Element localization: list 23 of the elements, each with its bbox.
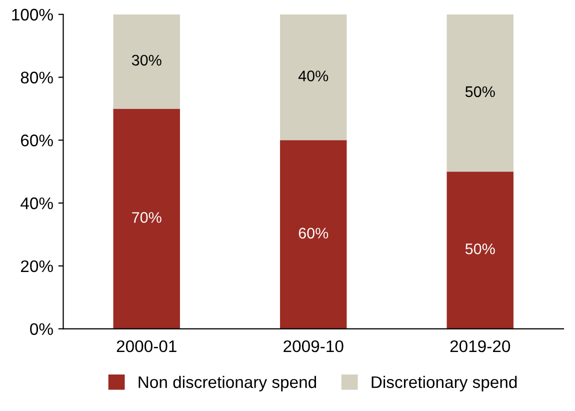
data-label: 70% bbox=[132, 212, 162, 223]
bar bbox=[113, 108, 180, 329]
bar bbox=[446, 172, 514, 329]
y-tick-label: 0% bbox=[30, 323, 53, 336]
data-label: 50% bbox=[465, 86, 495, 98]
bar bbox=[280, 140, 347, 329]
data-label: 60% bbox=[298, 228, 328, 239]
bar bbox=[280, 14, 347, 140]
data-label: 40% bbox=[298, 70, 328, 82]
y-tick-label: 20% bbox=[21, 260, 53, 272]
legend-label: Non discretionary spend bbox=[138, 376, 316, 392]
data-label: 50% bbox=[465, 243, 495, 254]
x-tick-label: 2019-20 bbox=[450, 340, 510, 352]
data-label: 30% bbox=[132, 54, 162, 66]
y-tick-label: 100% bbox=[12, 8, 53, 21]
y-tick-label: 40% bbox=[20, 197, 53, 210]
x-tick-label: 2000-01 bbox=[116, 340, 176, 352]
x-tick-label: 2009-10 bbox=[284, 340, 344, 352]
y-tick-label: 60% bbox=[21, 134, 53, 146]
y-tick-label: 80% bbox=[20, 72, 53, 84]
bar bbox=[113, 14, 180, 109]
legend-label: Discretionary spend bbox=[372, 376, 517, 392]
bar bbox=[446, 14, 514, 172]
